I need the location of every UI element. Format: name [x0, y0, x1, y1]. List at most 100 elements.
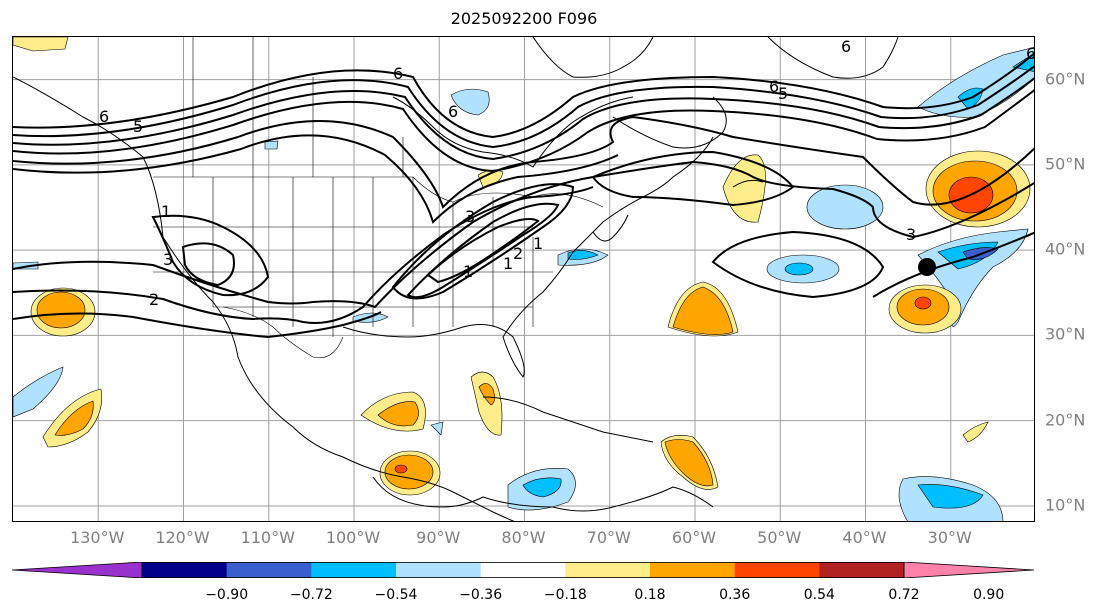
shade-patch — [54, 400, 94, 436]
contour-label: 3 — [465, 207, 475, 226]
shade-patch — [430, 421, 444, 436]
colorbar-segment — [396, 562, 482, 578]
coastline — [372, 476, 714, 512]
colorbar-extend-high — [903, 562, 1035, 578]
coastline-layer — [13, 37, 899, 521]
contour-label: 5 — [133, 117, 143, 136]
contour-line — [872, 231, 1034, 298]
coastline — [392, 96, 634, 168]
latitude-label: 40°N — [1045, 239, 1086, 259]
shade-patch — [384, 454, 434, 490]
longitude-label: 50°W — [757, 528, 802, 547]
contour-label: 1 — [161, 202, 171, 221]
contour-line — [13, 134, 619, 224]
longitude-label: 80°W — [501, 528, 546, 547]
coastline — [342, 136, 714, 378]
shade-patch — [36, 291, 86, 329]
contour-line — [13, 52, 1034, 139]
coastline — [13, 76, 515, 521]
longitude-label: 40°W — [842, 528, 887, 547]
contour-line — [711, 230, 885, 299]
coastline — [532, 37, 654, 78]
colorbar-segment — [142, 562, 228, 578]
shade-patch — [377, 401, 419, 427]
longitude-label: 60°W — [671, 528, 717, 547]
shade-patch — [264, 140, 279, 150]
contour-label: 1 — [463, 262, 473, 281]
colorbar-tick-label: 0.90 — [973, 587, 1005, 603]
coastline — [767, 37, 899, 79]
contour-line — [13, 65, 1034, 149]
latitude-label: 60°N — [1045, 69, 1086, 89]
shade-patch — [13, 37, 69, 52]
contour-label: 3 — [906, 225, 916, 244]
contour-line — [151, 214, 270, 297]
colorbar-segment — [650, 562, 736, 578]
colorbar-segment — [819, 562, 905, 578]
colorbar — [12, 562, 1035, 578]
contour-line — [406, 202, 560, 299]
contour-label: 6 — [1026, 44, 1035, 63]
colorbar-tick-label: −0.18 — [543, 587, 587, 603]
colorbar-tick-label: −0.90 — [205, 587, 249, 603]
contour-label: 5 — [778, 84, 788, 103]
contour-line — [13, 77, 1034, 161]
longitude-label: 90°W — [416, 528, 461, 547]
contour-line — [13, 115, 1034, 209]
longitude-label: 120°W — [155, 528, 210, 547]
shade-patch — [672, 286, 734, 335]
contour-labels: 6 5 6 6 6 6 5 6 1 3 2 1 1 3 3 1 2 — [99, 37, 1035, 309]
colorbar-tick-label: 0.36 — [719, 587, 751, 603]
longitude-label: 30°W — [927, 528, 972, 547]
colorbar-tick-label: 0.72 — [888, 587, 920, 603]
contour-line — [591, 150, 795, 207]
coastline — [612, 96, 727, 149]
colorbar-extend-low — [12, 562, 143, 578]
contour-line — [13, 89, 1034, 173]
colorbar-tick-label: −0.54 — [374, 587, 418, 603]
shade-patch — [962, 421, 989, 443]
shade-patch — [914, 296, 932, 310]
graticule — [13, 37, 1034, 521]
location-marker — [918, 258, 936, 276]
shade-patch — [394, 464, 408, 474]
latitude-label: 10°N — [1045, 495, 1086, 515]
contour-line — [13, 311, 382, 339]
map-panel: 6 5 6 6 6 6 5 6 1 3 2 1 1 3 3 1 2 — [12, 36, 1035, 522]
colorbar-segment — [565, 562, 651, 578]
colorbar-outline — [141, 562, 905, 578]
contour-label: 6 — [841, 37, 851, 56]
contour-label: 1 — [503, 254, 513, 273]
shade-patch — [917, 484, 984, 509]
contour-line — [426, 218, 540, 284]
contour-line — [13, 186, 594, 324]
colorbar-segment — [311, 562, 397, 578]
shade-patch — [664, 439, 714, 487]
longitude-label: 100°W — [325, 528, 381, 547]
contour-label: 6 — [448, 102, 458, 121]
shade-patch — [478, 383, 495, 406]
contour-label: 1 — [533, 234, 543, 253]
shade-patch — [522, 477, 562, 498]
contour-label: 6 — [769, 77, 779, 96]
contour-label: 6 — [393, 64, 403, 83]
colorbar-tick-label: −0.72 — [289, 587, 333, 603]
coastline — [482, 396, 654, 443]
colorbar-tick-label: 0.18 — [634, 587, 666, 603]
contour-line — [181, 242, 235, 287]
contour-layer — [13, 52, 1034, 339]
colorbar-tick-label: −0.36 — [459, 587, 503, 603]
latitude-label: 30°N — [1045, 324, 1086, 344]
longitude-label: 70°W — [586, 528, 631, 547]
contour-line — [391, 183, 575, 300]
colorbar-segment — [480, 562, 566, 578]
contour-label: 2 — [149, 290, 159, 309]
colorbar-segment — [734, 562, 820, 578]
colorbar-tick-label: 0.54 — [803, 587, 835, 603]
coastline — [732, 179, 764, 188]
latitude-label: 50°N — [1045, 154, 1086, 174]
map-canvas: 6 5 6 6 6 6 5 6 1 3 2 1 1 3 3 1 2 — [13, 37, 1035, 521]
shade-patch — [567, 250, 599, 260]
contour-label: 6 — [99, 107, 109, 126]
contour-line — [13, 160, 1034, 309]
